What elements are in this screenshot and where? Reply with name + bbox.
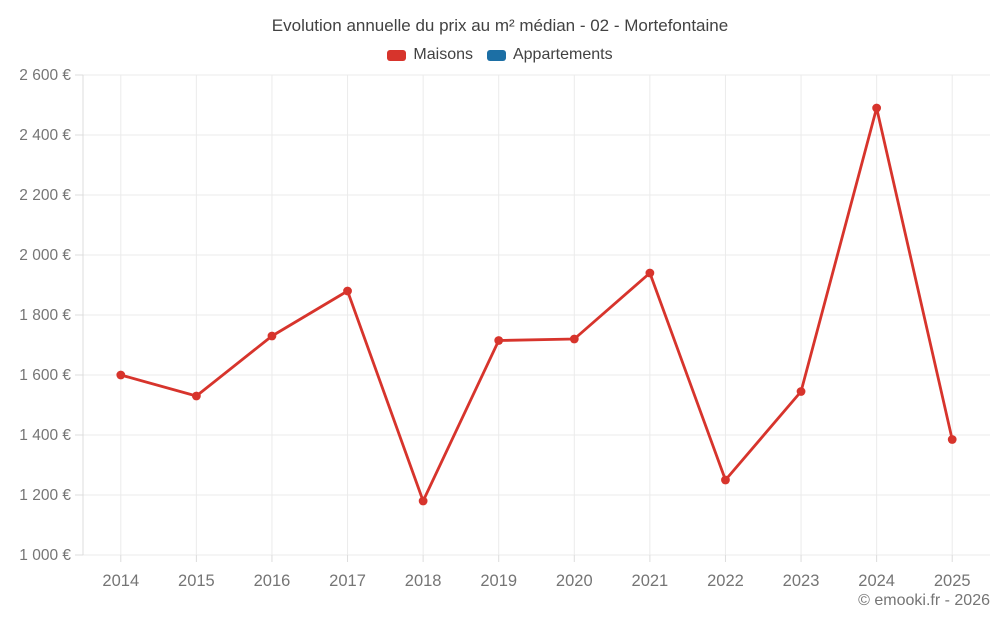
svg-text:2017: 2017 xyxy=(329,572,366,590)
svg-text:1 200 €: 1 200 € xyxy=(19,487,71,504)
legend-label-appartements: Appartements xyxy=(512,46,613,63)
svg-text:2 600 €: 2 600 € xyxy=(19,67,71,84)
maisons-series-swatch-icon xyxy=(387,49,407,61)
copyright-credit: © emooki.fr - 2026 xyxy=(858,592,990,609)
svg-text:2021: 2021 xyxy=(632,572,669,590)
svg-text:2015: 2015 xyxy=(178,572,215,590)
svg-text:2018: 2018 xyxy=(405,572,442,590)
svg-text:2022: 2022 xyxy=(707,572,744,590)
svg-text:2019: 2019 xyxy=(480,572,517,590)
legend-item-maisons[interactable]: Maisons xyxy=(387,46,473,64)
svg-text:2 000 €: 2 000 € xyxy=(19,247,71,264)
legend-label-maisons: Maisons xyxy=(413,46,473,63)
svg-text:1 800 €: 1 800 € xyxy=(19,307,71,324)
svg-text:2023: 2023 xyxy=(783,572,820,590)
svg-text:2 400 €: 2 400 € xyxy=(19,127,71,144)
svg-text:1 600 €: 1 600 € xyxy=(19,367,71,384)
svg-text:2 200 €: 2 200 € xyxy=(19,187,71,204)
svg-text:2024: 2024 xyxy=(858,572,895,590)
appartements-series-swatch-icon xyxy=(486,49,506,61)
svg-text:2025: 2025 xyxy=(934,572,971,590)
chart-title: Evolution annuelle du prix au m² médian … xyxy=(271,16,729,35)
svg-text:1 000 €: 1 000 € xyxy=(19,547,71,564)
legend-item-appartements[interactable]: Appartements xyxy=(486,46,613,64)
svg-text:2016: 2016 xyxy=(254,572,291,590)
svg-text:2014: 2014 xyxy=(102,572,139,590)
svg-text:1 400 €: 1 400 € xyxy=(19,427,71,444)
svg-text:2020: 2020 xyxy=(556,572,593,590)
legend: Maisons Appartements xyxy=(0,46,1000,64)
